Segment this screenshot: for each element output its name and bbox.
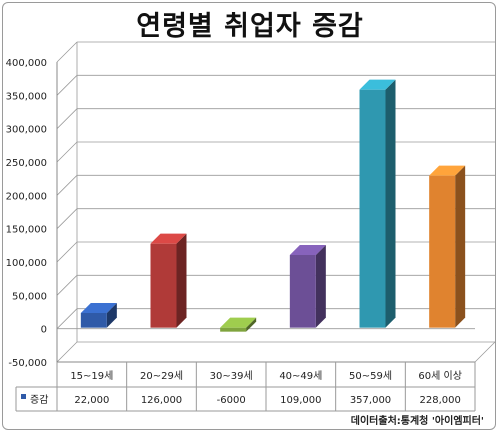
y-tick-label: 350,000 — [6, 91, 47, 102]
bar-side — [385, 79, 396, 328]
bar-4 — [359, 79, 396, 328]
bar-top — [429, 165, 466, 176]
bar-front — [359, 89, 386, 328]
bar-3 — [289, 245, 326, 328]
gridline-side — [56, 308, 78, 329]
gridline-side — [56, 175, 78, 196]
gridline-side — [56, 341, 78, 363]
x-tick-label: 30~39세 — [210, 370, 253, 382]
bar-top — [289, 245, 326, 255]
bar-side — [106, 303, 117, 328]
bar-top — [220, 317, 257, 328]
data-label: 357,000 — [350, 395, 391, 406]
gridline-side — [56, 141, 78, 163]
chart-title: 연령별 취업자 증감 — [136, 11, 364, 42]
data-source: 데이터출처:통계청 '아이엠피터' — [350, 416, 484, 427]
bar-front — [150, 243, 177, 328]
bar-front — [80, 313, 107, 328]
legend-label: 증감 — [30, 394, 48, 406]
bar-front — [429, 175, 456, 328]
x-tick-label: 20~29세 — [140, 370, 183, 382]
data-label: 109,000 — [280, 395, 321, 406]
y-tick-label: 0 — [41, 325, 47, 336]
x-tick-label: 60세 이상 — [418, 370, 462, 382]
legend-swatch — [21, 394, 26, 399]
bar-side — [455, 165, 466, 328]
bar-top — [150, 233, 187, 244]
gridline-side — [56, 75, 78, 96]
gridline-side — [56, 41, 78, 63]
data-label: 228,000 — [419, 395, 460, 406]
bar-top — [359, 79, 396, 90]
bar-5 — [429, 165, 466, 328]
data-label: 22,000 — [74, 395, 109, 406]
gridline-side — [56, 241, 78, 263]
y-tick-label: 300,000 — [6, 125, 47, 136]
x-tick-label: 40~49세 — [279, 370, 322, 382]
bar-0 — [80, 303, 117, 328]
x-tick-label: 50~59세 — [349, 370, 392, 382]
x-tick-label: 15~19세 — [70, 370, 113, 382]
bar-front — [220, 327, 247, 332]
bar-side — [315, 245, 326, 328]
y-tick-label: 200,000 — [6, 191, 47, 202]
y-tick-label: 400,000 — [6, 58, 47, 69]
gridline-side — [56, 208, 78, 229]
bar-1 — [150, 233, 187, 328]
y-tick-label: 150,000 — [6, 225, 47, 236]
bar-2 — [220, 317, 257, 332]
bar-side — [246, 317, 257, 332]
y-tick-label: 250,000 — [6, 158, 47, 169]
chart-frame — [2, 2, 496, 430]
bar-top — [80, 303, 117, 313]
bar-side — [176, 233, 187, 328]
data-label: -6000 — [217, 395, 246, 406]
gridline-side — [56, 108, 78, 129]
floor-side — [474, 341, 496, 363]
y-tick-label: 100,000 — [6, 258, 47, 269]
y-tick-label: -50,000 — [8, 358, 47, 369]
data-label: 126,000 — [141, 395, 182, 406]
gridline-side — [56, 275, 78, 296]
bar-front — [289, 255, 316, 328]
y-tick-label: 50,000 — [12, 291, 47, 302]
